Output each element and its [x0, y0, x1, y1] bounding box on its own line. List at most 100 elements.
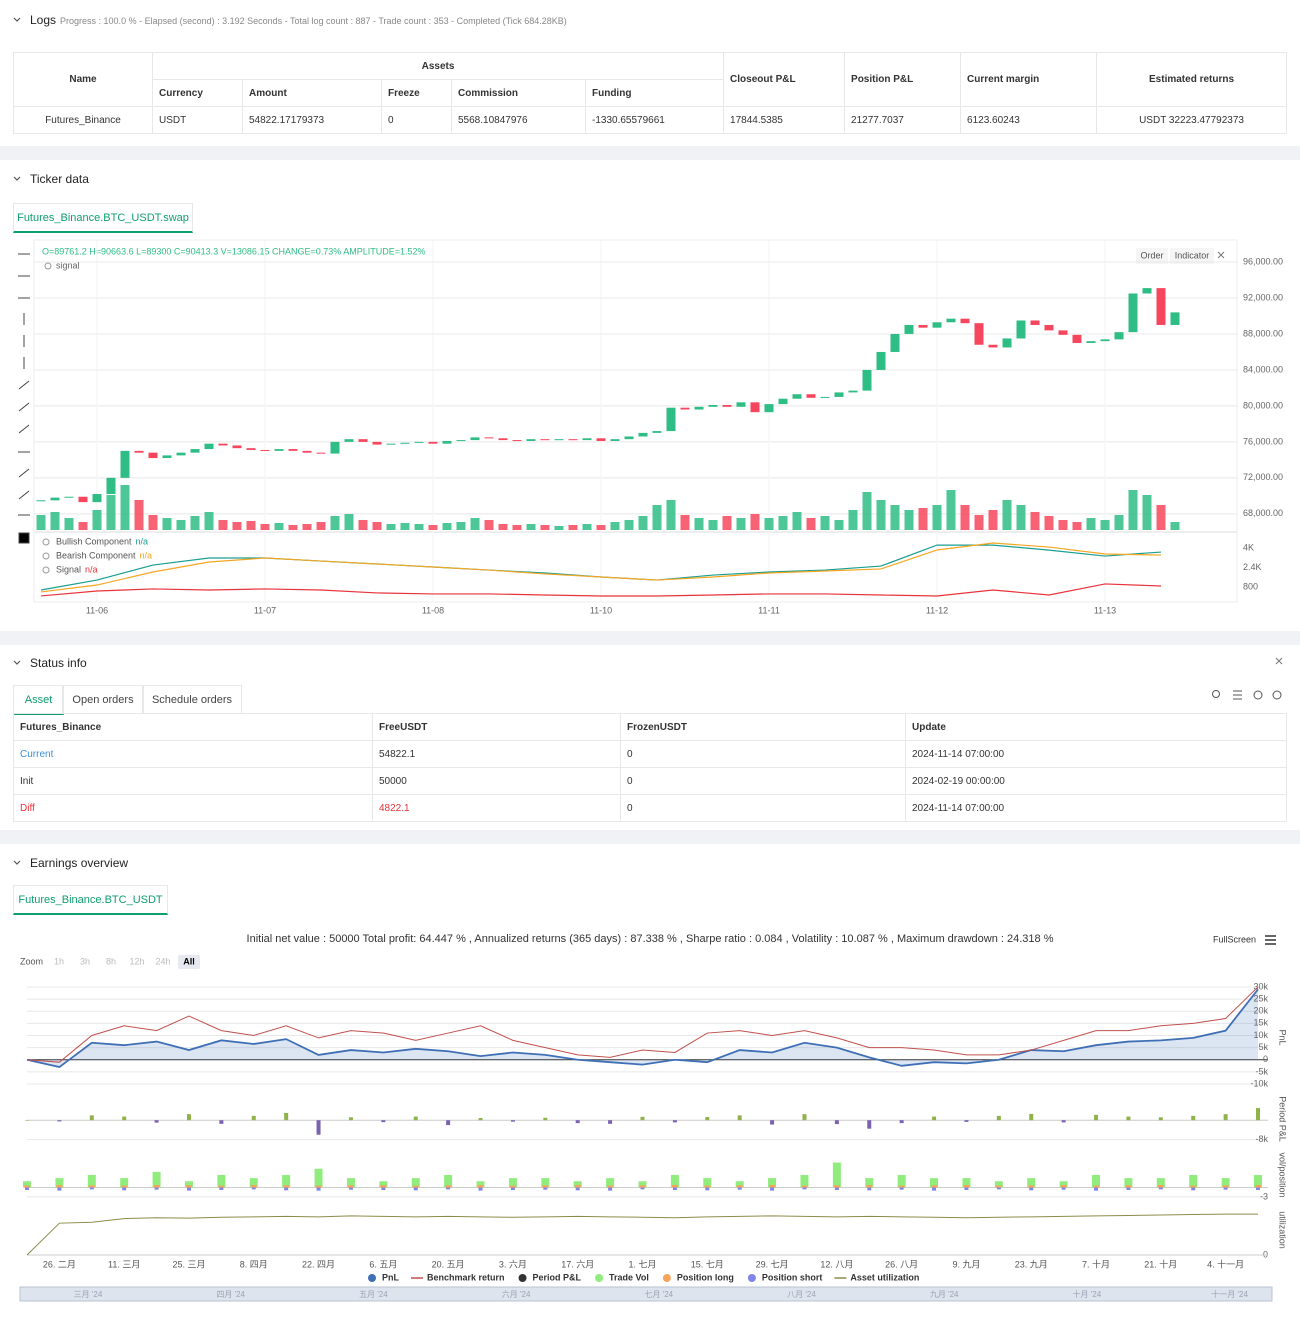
y-tick-label: 80,000.00 — [1243, 400, 1283, 410]
bar — [1092, 1175, 1101, 1188]
bar — [671, 1185, 678, 1188]
volume-bar — [498, 524, 508, 530]
cell: Diff — [13, 794, 373, 822]
button-label[interactable]: Order — [1140, 250, 1163, 260]
candle — [64, 496, 74, 498]
bar — [865, 1178, 874, 1188]
zoom-button-label[interactable]: 8h — [106, 956, 116, 966]
volume-bar — [988, 510, 998, 530]
expand-icon[interactable] — [1275, 657, 1283, 665]
zoom-button-label[interactable]: 24h — [155, 956, 170, 966]
bar — [55, 1178, 64, 1188]
volume-bar — [1016, 505, 1026, 530]
candle — [176, 452, 186, 456]
x-tick-label: 11-13 — [1094, 605, 1116, 615]
bar — [608, 1120, 613, 1124]
bar — [1223, 1187, 1228, 1190]
cell: 0 — [620, 794, 906, 822]
candle — [904, 324, 914, 334]
bar — [737, 1187, 742, 1190]
settings-icon[interactable] — [1272, 690, 1282, 700]
separator — [0, 631, 1300, 645]
candle — [1142, 288, 1152, 294]
axis-title: PnL — [1278, 1029, 1288, 1045]
tab[interactable]: Futures_Binance.BTC_USDT.swap — [13, 203, 193, 233]
zoom-button-label[interactable]: 1h — [54, 956, 64, 966]
expand-icon[interactable] — [1217, 251, 1225, 259]
button-label[interactable]: Indicator — [1175, 250, 1210, 260]
legend-label[interactable]: Trade Vol — [609, 1272, 649, 1282]
volume-bar — [232, 522, 242, 530]
line — [26, 1213, 1258, 1256]
volume-bar — [302, 524, 312, 530]
header: Amount — [242, 79, 382, 107]
navigator-label: 七月 '24 — [644, 1290, 673, 1299]
tab[interactable]: Futures_Binance.BTC_USDT — [13, 885, 168, 915]
bar — [964, 1187, 969, 1190]
candle — [358, 439, 368, 442]
bar — [219, 1120, 224, 1124]
volume-bar — [190, 516, 200, 530]
fullscreen[interactable]: FullScreen — [1213, 934, 1256, 944]
list-icon[interactable] — [1233, 690, 1242, 700]
candle — [932, 322, 942, 328]
zoom-button-label[interactable]: All — [183, 956, 195, 966]
candle — [694, 406, 704, 410]
legend-symbol — [747, 1274, 756, 1282]
bar — [1061, 1120, 1066, 1123]
legend-label[interactable]: Position short — [762, 1272, 823, 1282]
legend-label[interactable]: Benchmark return — [427, 1272, 505, 1282]
volume-bar — [862, 492, 872, 530]
candle — [820, 396, 830, 398]
candle — [890, 333, 900, 352]
candle — [1100, 339, 1110, 342]
candle — [400, 442, 410, 444]
legend-label[interactable]: Asset utilization — [850, 1272, 919, 1282]
volume-bar — [1142, 495, 1152, 530]
search-icon[interactable] — [1212, 690, 1220, 698]
menu-icon[interactable] — [1265, 935, 1276, 945]
tab[interactable]: Schedule orders — [142, 685, 242, 713]
x-tick-label: 4. 十一月 — [1207, 1258, 1244, 1269]
bar — [185, 1185, 192, 1188]
button[interactable] — [1136, 248, 1168, 264]
ohlc-annotation: O=89761.2 H=90663.6 L=89300 C=90413.3 V=… — [42, 246, 426, 256]
volume-bar — [316, 522, 326, 530]
header: FrozenUSDT — [620, 713, 906, 741]
legend-label[interactable]: PnL — [382, 1272, 400, 1282]
bar — [770, 1120, 775, 1125]
candle — [1072, 334, 1082, 343]
x-tick-label: 26. 二月 — [43, 1259, 76, 1269]
navigator[interactable] — [19, 1286, 1273, 1302]
legend-label[interactable]: Position long — [677, 1272, 734, 1282]
volume-bar — [358, 520, 368, 530]
bar — [1094, 1114, 1099, 1121]
button[interactable] — [1170, 248, 1214, 264]
bar — [1060, 1185, 1067, 1188]
cloud-icon[interactable] — [1253, 690, 1263, 700]
bar — [962, 1178, 971, 1188]
candle — [316, 452, 326, 454]
legend-label[interactable]: Period P&L — [533, 1272, 582, 1282]
zoom-button-label[interactable]: 3h — [80, 956, 90, 966]
bar — [543, 1187, 548, 1190]
x-tick-label: 25. 三月 — [172, 1259, 205, 1269]
x-tick-label: 11-10 — [590, 605, 612, 615]
cell: -1330.65579661 — [584, 106, 725, 134]
volume-bar — [876, 500, 886, 530]
eye-icon — [42, 552, 50, 560]
volume-bar — [218, 520, 228, 530]
candle — [862, 369, 872, 391]
zoom-button-label[interactable]: 12h — [129, 956, 144, 966]
table-tools[interactable] — [1212, 690, 1282, 700]
volume-bar — [666, 500, 676, 530]
zoom-button[interactable] — [178, 955, 200, 969]
candle — [274, 449, 284, 451]
separator — [0, 146, 1300, 160]
candle — [498, 438, 508, 441]
cell: Init — [13, 767, 373, 795]
volume-bar — [960, 505, 970, 530]
tab[interactable]: Open orders — [62, 685, 144, 713]
bar — [930, 1178, 939, 1188]
volume-bar — [806, 518, 816, 530]
